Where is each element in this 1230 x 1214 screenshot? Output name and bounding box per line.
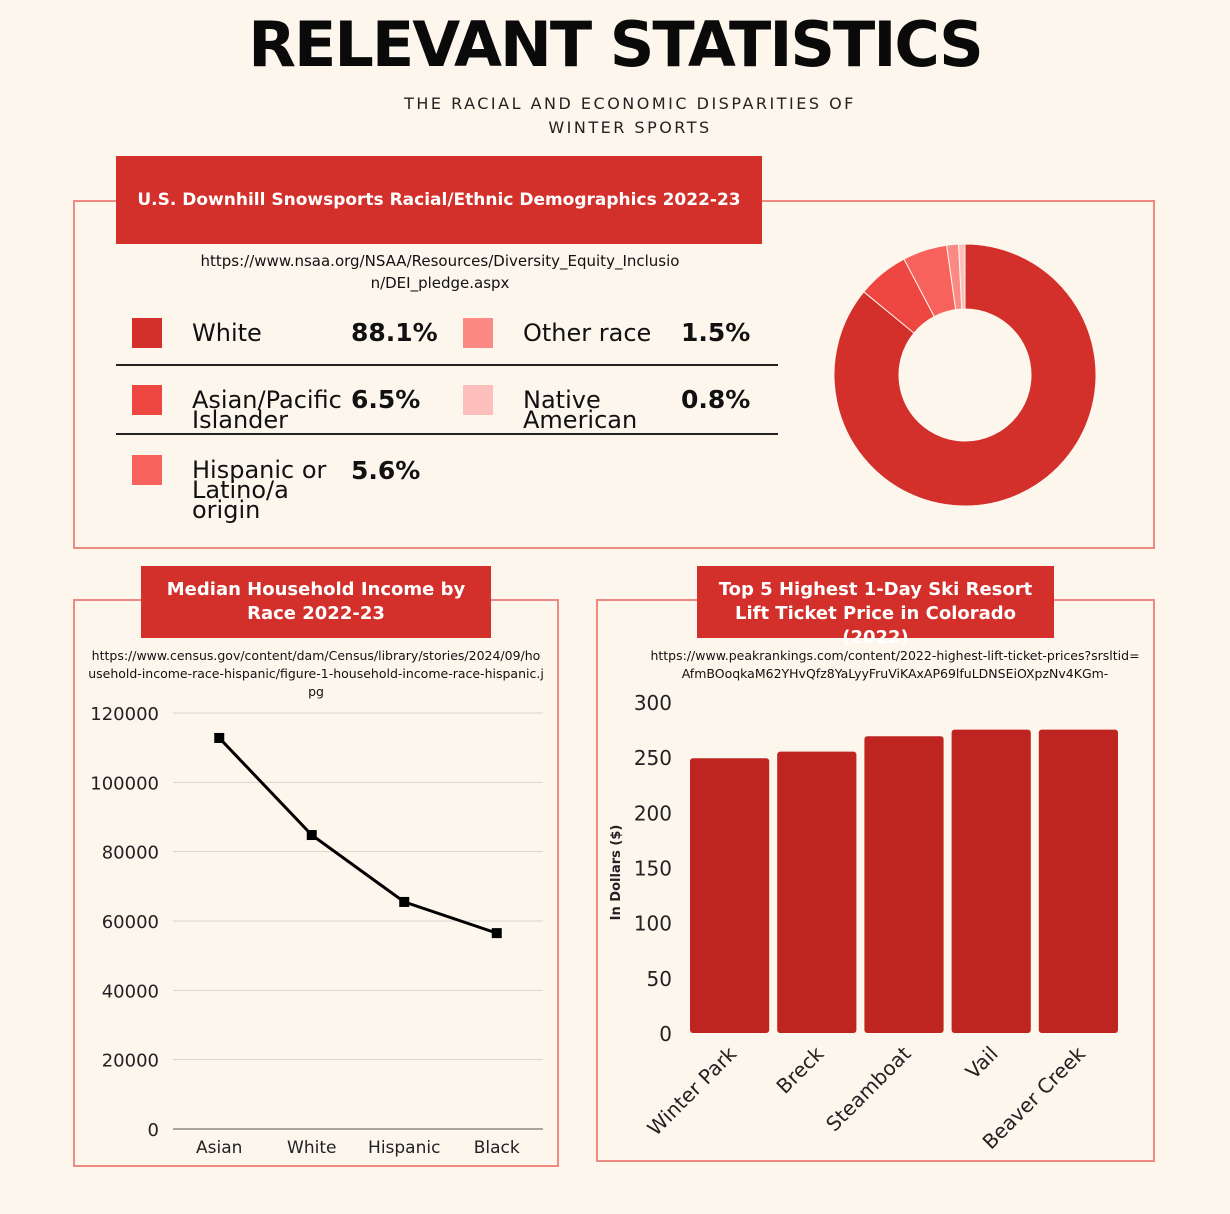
y-tick-label: 100000 [90, 773, 159, 794]
y-tick-label: 60000 [102, 912, 159, 933]
y-tick-label: 120000 [90, 704, 159, 725]
legend-label-hispanic: Hispanic or Latino/a origin [192, 456, 327, 524]
legend-swatch-other-race [463, 318, 493, 348]
legend-divider [116, 364, 778, 366]
demographics-source: https://www.nsaa.org/NSAA/Resources/Dive… [200, 252, 680, 292]
tickets-bar-chart: 0 50 100 150 200 250 300 In Dollars ($) Winter P… [609, 691, 1118, 1154]
x-tick-label: Steamboat [821, 1041, 916, 1136]
y-tick-label: 20000 [102, 1051, 159, 1072]
data-point-hispanic [399, 896, 410, 907]
y-tick-label: 0 [659, 1022, 672, 1046]
bar-winter-park [690, 758, 770, 1033]
donut-slice-native-american [958, 243, 966, 310]
income-banner: Median Household Income by Race 2022-23 [141, 566, 491, 638]
demographics-donut-chart [833, 243, 1097, 507]
tickets-source: https://www.peakrankings.com/content/202… [650, 648, 1140, 681]
legend-value-asian: 6.5% [351, 385, 421, 414]
y-tick-label: 250 [634, 746, 672, 770]
y-axis-label: In Dollars ($) [609, 825, 624, 921]
bar-beaver-creek [1038, 729, 1118, 1033]
x-tick-label: Black [474, 1138, 520, 1158]
legend-swatch-hispanic [132, 455, 162, 485]
x-tick-label: Breck [771, 1041, 828, 1098]
y-tick-label: 50 [647, 967, 672, 991]
income-source: https://www.census.gov/content/dam/Censu… [88, 648, 544, 699]
legend-label-asian: Asian/Pacific Islander [192, 386, 342, 434]
y-tick-label: 150 [634, 857, 672, 881]
x-tick-label: Winter Park [642, 1041, 741, 1140]
bar-breck [777, 751, 857, 1033]
y-tick-label: 0 [148, 1120, 159, 1141]
legend-label-native-american: Native American [523, 386, 638, 434]
y-tick-label: 40000 [102, 981, 159, 1002]
data-point-black [491, 928, 502, 939]
x-tick-label: Vail [961, 1042, 1003, 1084]
tickets-banner: Top 5 Highest 1-Day Ski Resort Lift Tick… [697, 566, 1054, 648]
legend-swatch-asian [132, 385, 162, 415]
bar-vail [951, 729, 1031, 1033]
x-tick-label: White [287, 1138, 336, 1158]
income-line [218, 736, 498, 935]
x-tick-label: Asian [196, 1138, 242, 1158]
y-tick-label: 80000 [102, 843, 159, 864]
page-subtitle: THE RACIAL AND ECONOMIC DISPARITIES OF W… [404, 94, 856, 137]
page-title: RELEVANT STATISTICS [248, 8, 983, 81]
legend-value-hispanic: 5.6% [351, 456, 421, 485]
legend-swatch-native-american [463, 385, 493, 415]
income-line-chart: 0 20000 40000 60000 80000 100000 120000 Asian Wh… [90, 704, 543, 1158]
legend-label-other-race: Other race [523, 319, 652, 347]
data-point-white [306, 830, 317, 841]
y-tick-label: 300 [634, 691, 672, 715]
y-tick-label: 200 [634, 801, 672, 825]
x-tick-label: Hispanic [368, 1138, 440, 1158]
legend-value-native-american: 0.8% [681, 385, 751, 414]
data-point-asian [214, 732, 225, 743]
legend-value-other-race: 1.5% [681, 318, 751, 347]
demographics-banner: U.S. Downhill Snowsports Racial/Ethnic D… [116, 156, 762, 244]
bar-steamboat [864, 736, 944, 1033]
y-tick-label: 100 [634, 912, 672, 936]
legend-divider [116, 433, 778, 435]
donut-slice-white [833, 243, 1097, 507]
legend-value-white: 88.1% [351, 318, 438, 347]
legend-label-white: White [192, 319, 262, 347]
legend-swatch-white [132, 318, 162, 348]
